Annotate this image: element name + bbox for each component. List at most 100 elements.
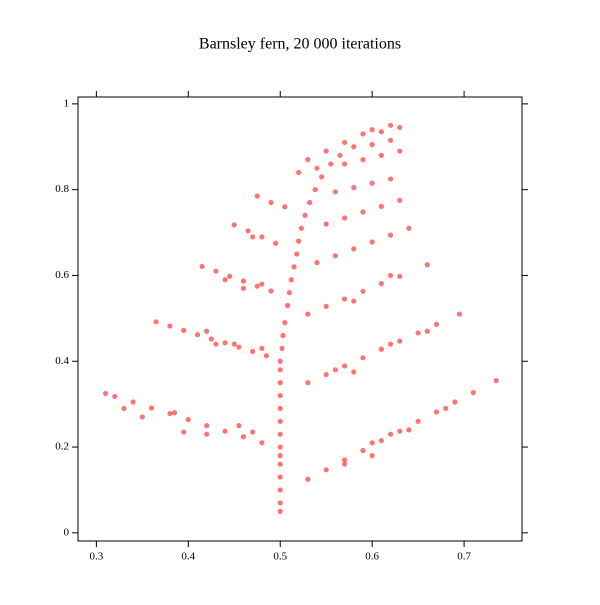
- point: [360, 288, 366, 294]
- point: [369, 180, 375, 186]
- point: [369, 127, 375, 133]
- point: [280, 332, 286, 339]
- point: [240, 278, 247, 284]
- point: [181, 327, 187, 333]
- point: [351, 298, 357, 304]
- x-tick-label: 0.6: [365, 551, 379, 563]
- point: [378, 203, 384, 209]
- point: [397, 148, 403, 154]
- point: [341, 161, 348, 167]
- point: [397, 197, 403, 203]
- point: [305, 157, 311, 163]
- point: [314, 165, 320, 171]
- point: [222, 428, 228, 434]
- point: [305, 380, 311, 386]
- point: [305, 476, 311, 482]
- point: [337, 152, 343, 158]
- point: [277, 367, 283, 373]
- point: [341, 296, 348, 302]
- y-tick-label: 0.8: [55, 183, 69, 195]
- point: [268, 199, 274, 206]
- y-tick-label: 1: [64, 97, 70, 109]
- point: [102, 390, 109, 397]
- point: [328, 161, 334, 167]
- point: [250, 234, 256, 240]
- point: [332, 189, 338, 195]
- point: [387, 137, 394, 143]
- point: [387, 431, 394, 437]
- point: [296, 169, 302, 176]
- point: [199, 263, 205, 270]
- point: [279, 345, 285, 351]
- point: [351, 246, 357, 252]
- point: [415, 330, 421, 336]
- point: [236, 423, 242, 429]
- point: [250, 429, 256, 435]
- point: [277, 418, 283, 424]
- chart-title: Barnsley fern, 20 000 iterations: [199, 36, 401, 53]
- point: [397, 338, 403, 344]
- point: [245, 228, 251, 234]
- point: [273, 240, 279, 246]
- point: [204, 431, 210, 437]
- point: [369, 142, 375, 148]
- point: [277, 358, 283, 364]
- y-tick-label: 0.6: [55, 269, 69, 281]
- point: [387, 341, 394, 347]
- point: [294, 251, 300, 257]
- point: [227, 273, 233, 279]
- point: [307, 199, 313, 206]
- point: [291, 264, 297, 270]
- point: [406, 225, 412, 231]
- point: [369, 239, 375, 245]
- point: [153, 319, 159, 325]
- y-tick-label: 0.4: [55, 355, 69, 367]
- x-tick-label: 0.5: [273, 551, 287, 563]
- point: [351, 369, 357, 375]
- point: [323, 467, 329, 473]
- point: [286, 290, 293, 296]
- point: [305, 311, 311, 317]
- point: [277, 508, 283, 514]
- point: [397, 428, 403, 434]
- point: [277, 487, 283, 493]
- point: [259, 440, 265, 446]
- point: [323, 303, 329, 309]
- point: [312, 187, 318, 193]
- point: [323, 371, 329, 378]
- point: [360, 131, 366, 137]
- point: [277, 444, 283, 450]
- point: [277, 461, 283, 467]
- point: [319, 174, 325, 180]
- point: [360, 447, 366, 454]
- point: [493, 377, 499, 384]
- point: [148, 405, 155, 411]
- point: [240, 285, 247, 291]
- point: [378, 438, 384, 444]
- x-tick-label: 0.3: [90, 551, 104, 563]
- x-tick-label: 0.7: [457, 551, 471, 563]
- point: [263, 353, 270, 359]
- point: [259, 234, 265, 240]
- point: [277, 380, 283, 386]
- point: [456, 311, 463, 317]
- point: [332, 367, 338, 373]
- point: [204, 328, 210, 334]
- point: [181, 429, 187, 435]
- point: [254, 193, 260, 199]
- point: [378, 152, 384, 158]
- y-tick-label: 0: [64, 526, 70, 538]
- point: [378, 281, 384, 287]
- point: [194, 332, 201, 338]
- point: [259, 281, 265, 287]
- point: [387, 272, 394, 279]
- point: [470, 389, 476, 396]
- plot-frame: [77, 96, 523, 542]
- point: [298, 225, 304, 231]
- point: [222, 277, 228, 283]
- point: [277, 392, 283, 399]
- point: [351, 144, 357, 150]
- point: [406, 427, 412, 433]
- point: [288, 277, 294, 283]
